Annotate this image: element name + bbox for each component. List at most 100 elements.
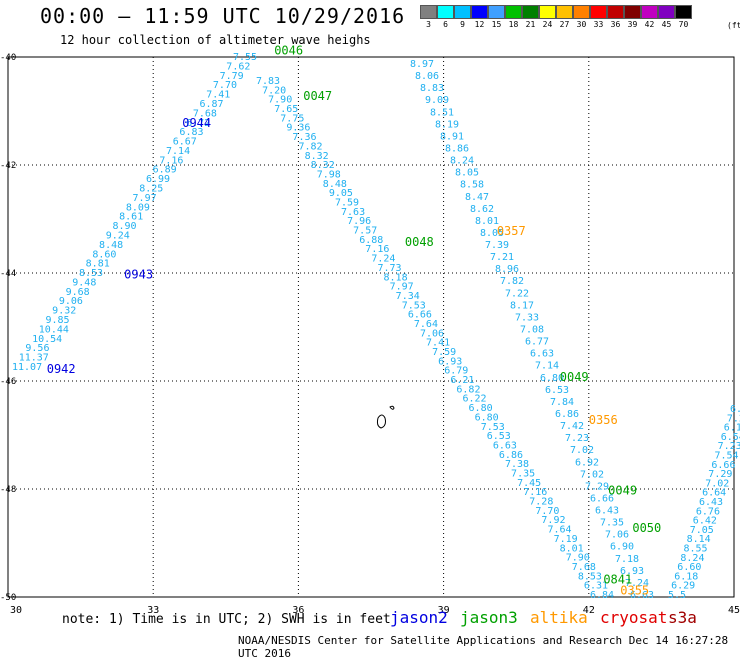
swh-value: 6.60	[677, 562, 701, 573]
swh-value: 8.51	[430, 107, 454, 118]
swh-value: 7.21	[490, 252, 514, 263]
legend-swatch	[420, 5, 437, 19]
satellite-jason3: jason3	[460, 608, 518, 627]
pass-time-label: 0356	[589, 413, 618, 427]
legend-swatch	[471, 5, 488, 19]
swh-value: 8.60	[92, 249, 116, 260]
y-tick-label: -42	[0, 161, 16, 171]
swh-value: 7.16	[365, 244, 389, 255]
swh-value: 7.35	[600, 518, 624, 529]
y-tick-label: -48	[0, 485, 16, 495]
swh-value: 7.84	[550, 397, 574, 408]
swh-value: 9.06	[59, 296, 83, 307]
legend-label: 39	[627, 20, 638, 29]
swh-value: 9.24	[106, 230, 130, 241]
swh-value: 7.16	[159, 155, 183, 166]
legend-label: 33	[593, 20, 604, 29]
legend-label: 6	[443, 20, 448, 29]
swh-value: 7.20	[262, 85, 286, 96]
legend-swatch	[556, 5, 573, 19]
swh-value: 8.61	[119, 212, 143, 223]
legend-swatch	[522, 5, 539, 19]
swh-value: 9.36	[286, 123, 310, 134]
swh-value: 9.85	[45, 315, 69, 326]
swh-value: 7.59	[432, 347, 456, 358]
pass-time-label: 0046	[274, 43, 303, 57]
swh-value: 7.20	[727, 413, 740, 424]
x-tick-label: 33	[147, 605, 159, 616]
swh-value: 7.19	[554, 534, 578, 545]
legend-labels: 3 6 9 12 15 18 21 24 27 30 33 36 39 42 45 70	[420, 20, 692, 29]
swh-value: 8.48	[323, 179, 347, 190]
x-tick-label: 45	[728, 605, 740, 616]
swh-value: 6.83	[179, 127, 203, 138]
swh-value: 6.43	[699, 497, 723, 508]
swh-value: 7.54	[715, 451, 739, 462]
swh-value: 10.44	[39, 324, 69, 335]
swh-value: 7.38	[505, 459, 529, 470]
swh-value: 6.53	[487, 431, 511, 442]
swh-value: 8.32	[305, 151, 329, 162]
swh-value: 6.63	[493, 440, 517, 451]
swh-value: 8.32	[311, 160, 335, 171]
legend-swatches	[420, 5, 692, 19]
swh-value: 7.06	[420, 328, 444, 339]
legend-swatch	[641, 5, 658, 19]
legend-label: 42	[644, 20, 655, 29]
pass-time-label: 0942	[47, 362, 76, 376]
swh-value: 7.70	[213, 80, 237, 91]
island-outline	[376, 414, 386, 429]
swh-value: 8.05	[480, 228, 504, 239]
swh-value: 7.24	[371, 254, 395, 265]
swh-value: 8.48	[99, 240, 123, 251]
swh-value: 6.99	[146, 174, 170, 185]
swh-value: 6.93	[438, 356, 462, 367]
map-frame	[7, 56, 735, 598]
swh-value: 6.64	[702, 488, 726, 499]
swh-value: 7.70	[535, 506, 559, 517]
swh-value: 8.05	[455, 168, 479, 179]
legend-swatch	[624, 5, 641, 19]
legend-swatch	[658, 5, 675, 19]
swh-value: 9.48	[72, 277, 96, 288]
page-subtitle: 12 hour collection of altimeter wave hei…	[60, 33, 371, 47]
swh-value: 8.24	[450, 156, 474, 167]
swh-value: 9.09	[425, 95, 449, 106]
legend-swatch	[607, 5, 624, 19]
x-tick-label: 30	[10, 605, 22, 616]
legend-label: 45	[661, 20, 672, 29]
swh-value: 7.53	[402, 300, 426, 311]
pass-time-label: 0048	[405, 235, 434, 249]
satellite-cryosat: cryosat	[600, 608, 668, 627]
page-title: 00:00 — 11:59 UTC 10/29/2016	[40, 4, 406, 28]
legend-label: 3	[426, 20, 431, 29]
swh-value: 7.96	[347, 216, 371, 227]
swh-value: 6.77	[525, 337, 549, 348]
swh-value: 9.68	[66, 287, 90, 298]
island-outline	[389, 405, 395, 410]
legend-swatch	[573, 5, 590, 19]
swh-value: 7.92	[541, 515, 565, 526]
swh-value: 6.18	[674, 571, 698, 582]
swh-value: 7.23	[565, 433, 589, 444]
swh-value: 7.14	[166, 146, 190, 157]
swh-value: 7.98	[317, 169, 341, 180]
legend-label: 36	[610, 20, 621, 29]
swh-value: 8.01	[475, 216, 499, 227]
swh-value: 6.82	[456, 384, 480, 395]
legend-label: 9	[460, 20, 465, 29]
swh-value: 7.02	[580, 469, 604, 480]
pass-time-label: 0944	[182, 116, 211, 130]
legend-label: 70	[678, 20, 689, 29]
swh-value: 8.25	[139, 184, 163, 195]
swh-value: 8.53	[79, 268, 103, 279]
legend-unit: (ft)	[727, 21, 740, 30]
swh-value: 11.37	[19, 353, 49, 364]
swh-value: 7.64	[414, 319, 438, 330]
legend-label: 15	[491, 20, 502, 29]
swh-value: 6.43	[595, 506, 619, 517]
pass-time-label: 0841	[603, 573, 632, 587]
swh-value: 7.62	[226, 61, 250, 72]
swh-value: 6.63	[630, 590, 654, 601]
swh-value: 6.87	[200, 99, 224, 110]
